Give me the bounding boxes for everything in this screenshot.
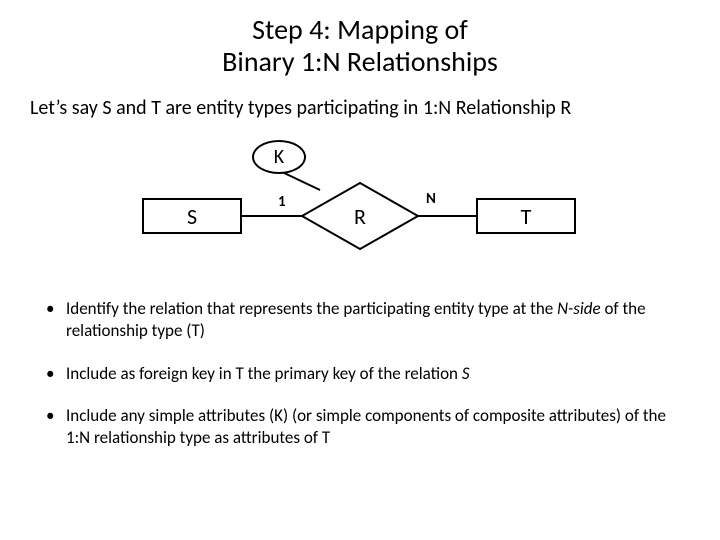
bullet-list: Identify the relation that represents th… — [0, 280, 720, 448]
entity-t: T — [476, 198, 576, 234]
title-line-2: Binary 1:N Relationships — [222, 44, 498, 79]
bullet-2: Include as foreign key in T the primary … — [46, 363, 674, 385]
entity-t-label: T — [521, 203, 532, 230]
edge-s-r — [242, 215, 306, 217]
bullet-1: Identify the relation that represents th… — [46, 298, 674, 342]
bullet-2-text-b: S — [462, 363, 470, 384]
slide-title: Step 4: Mapping of Binary 1:N Relationsh… — [0, 0, 720, 78]
title-line-1: Step 4: Mapping of — [252, 12, 468, 47]
cardinality-left: 1 — [278, 193, 286, 211]
relationship-r: R — [300, 181, 420, 251]
entity-s: S — [142, 198, 242, 234]
bullet-1-text-b: N-side — [557, 298, 601, 319]
bullet-3: Include any simple attributes (K) (or si… — [46, 405, 674, 449]
er-diagram: 1 N S R T K — [0, 130, 720, 280]
attribute-k-label: K — [274, 145, 284, 169]
entity-s-label: S — [187, 203, 197, 230]
bullet-1-text-a: Identify the relation that represents th… — [66, 298, 557, 319]
relationship-r-label: R — [300, 181, 420, 251]
bullet-2-text-a: Include as foreign key in T the primary … — [66, 363, 462, 384]
subtitle-text: Let’s say S and T are entity types parti… — [0, 78, 720, 120]
edge-r-t — [414, 215, 478, 217]
cardinality-right: N — [426, 190, 436, 208]
